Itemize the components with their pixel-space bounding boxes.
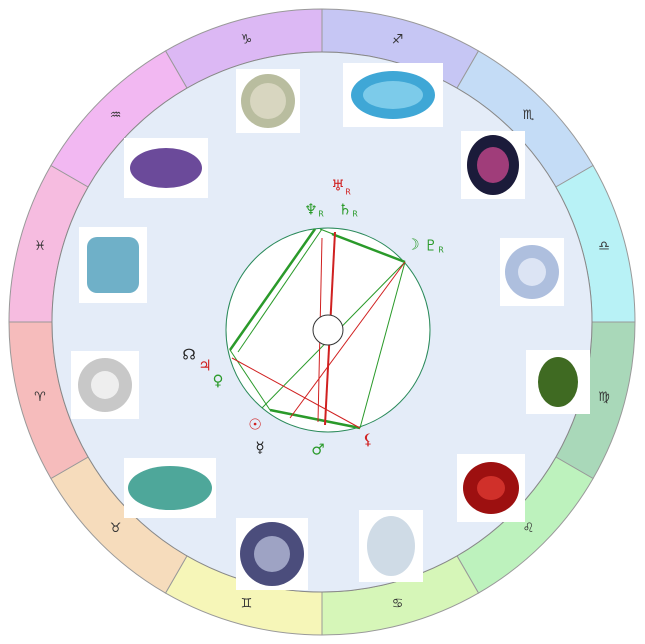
planets: ♅ R ♆ R ♄ R ☽ ♇ R ☊ ♃ ♀ ☉ ☿ ♂ ⚸ xyxy=(182,177,444,459)
planet: ♂ xyxy=(311,441,324,459)
sign-label: ♍ xyxy=(598,390,610,405)
sign-label: ♑ xyxy=(241,32,253,47)
planet: ♃ xyxy=(198,357,211,375)
planet: ♄ xyxy=(338,201,351,219)
center-circle xyxy=(312,314,344,346)
gemstones xyxy=(71,63,590,590)
sign-label: ♌ xyxy=(523,521,535,536)
sign-label: ♉ xyxy=(110,521,122,536)
sign-label: ♊ xyxy=(241,597,253,612)
planet: ♀ xyxy=(213,372,224,390)
retro: R xyxy=(438,246,444,255)
planet: ⚸ xyxy=(363,431,374,449)
planet: ☽ xyxy=(406,236,419,254)
retro: R xyxy=(352,210,358,219)
planet: ♅ xyxy=(331,177,344,195)
retro: R xyxy=(345,188,351,197)
planet: ♆ xyxy=(304,201,317,219)
planet: ☊ xyxy=(182,346,195,364)
sign-label: ♏ xyxy=(523,108,535,123)
sign-label: ♓ xyxy=(34,239,46,254)
retro: R xyxy=(318,210,324,219)
sign-label: ♋ xyxy=(392,597,404,612)
sign-label: ♒ xyxy=(110,108,122,123)
sign-label: ♎ xyxy=(598,239,610,254)
sign-label: ♐ xyxy=(392,32,404,47)
aspect-lines xyxy=(228,228,406,430)
planet: ☉ xyxy=(248,416,261,434)
sign-label: ♈ xyxy=(34,390,46,405)
planet: ☿ xyxy=(255,439,264,457)
planet: ♇ xyxy=(424,237,437,255)
